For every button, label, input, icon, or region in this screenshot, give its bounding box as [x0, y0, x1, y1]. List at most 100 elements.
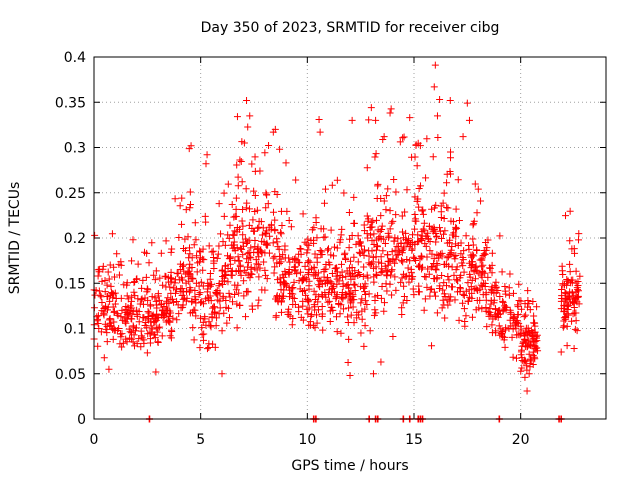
data-point — [382, 266, 390, 274]
x-tick-label: 20 — [512, 432, 530, 448]
data-point — [224, 180, 232, 188]
data-point — [363, 164, 371, 172]
data-point — [357, 299, 365, 307]
data-point — [111, 289, 119, 297]
data-point — [237, 158, 245, 166]
data-point — [237, 271, 245, 279]
data-point — [198, 331, 206, 339]
data-point — [173, 298, 181, 306]
data-point — [127, 329, 135, 337]
data-point — [356, 270, 364, 278]
data-point — [389, 255, 397, 263]
data-point — [560, 317, 568, 325]
data-point — [272, 313, 280, 321]
data-point — [216, 304, 224, 312]
data-point — [217, 230, 225, 238]
data-point — [300, 275, 308, 283]
data-point — [377, 294, 385, 302]
data-point — [96, 291, 104, 299]
data-point — [452, 252, 460, 260]
data-point — [167, 248, 175, 256]
data-point — [433, 274, 441, 282]
data-point — [523, 343, 531, 351]
data-point — [382, 206, 390, 214]
data-point — [135, 318, 143, 326]
data-point — [282, 159, 290, 167]
data-point — [512, 354, 520, 362]
data-point — [411, 211, 419, 219]
data-point — [559, 281, 567, 289]
data-point — [360, 221, 368, 229]
data-point — [477, 281, 485, 289]
data-point — [382, 192, 390, 200]
data-point — [103, 329, 111, 337]
data-point — [222, 270, 230, 278]
data-point — [377, 253, 385, 261]
data-point — [363, 271, 371, 279]
data-point — [350, 253, 358, 261]
data-point — [396, 138, 404, 146]
data-point — [566, 260, 574, 268]
data-point — [159, 281, 167, 289]
data-point — [269, 239, 277, 247]
data-point — [563, 275, 571, 283]
data-point — [364, 274, 372, 282]
data-point — [233, 300, 241, 308]
data-point — [370, 230, 378, 238]
data-point — [563, 300, 571, 308]
data-point — [186, 284, 194, 292]
data-point — [247, 254, 255, 262]
data-point — [219, 238, 227, 246]
data-point — [400, 234, 408, 242]
data-point — [391, 234, 399, 242]
data-point — [91, 231, 99, 239]
data-point — [94, 320, 102, 328]
data-point — [260, 258, 268, 266]
data-point — [278, 221, 286, 229]
data-point — [372, 150, 380, 158]
data-point — [464, 297, 472, 305]
data-point — [426, 286, 434, 294]
data-point — [186, 250, 194, 258]
data-point — [422, 174, 430, 182]
data-point — [271, 226, 279, 234]
data-point — [531, 322, 539, 330]
data-point — [239, 231, 247, 239]
data-point — [242, 313, 250, 321]
data-point — [176, 265, 184, 273]
data-point — [456, 285, 464, 293]
data-point — [572, 317, 580, 325]
data-point — [488, 329, 496, 337]
data-point — [320, 225, 328, 233]
data-point — [338, 288, 346, 296]
data-point — [109, 335, 117, 343]
data-point — [495, 322, 503, 330]
data-point — [318, 302, 326, 310]
data-point — [271, 263, 279, 271]
data-point — [244, 249, 252, 257]
data-point — [452, 232, 460, 240]
data-point — [305, 282, 313, 290]
data-point — [162, 307, 170, 315]
data-point — [94, 272, 102, 280]
data-point — [564, 305, 572, 313]
data-point — [444, 204, 452, 212]
data-point — [412, 141, 420, 149]
data-point — [414, 231, 422, 239]
data-point — [108, 230, 116, 238]
data-point — [287, 223, 295, 231]
data-point — [138, 295, 146, 303]
data-point — [238, 217, 246, 225]
data-point — [347, 257, 355, 265]
data-point — [373, 242, 381, 250]
data-point — [384, 185, 392, 193]
data-point — [440, 279, 448, 287]
data-point — [162, 318, 170, 326]
data-point — [142, 273, 150, 281]
data-point — [470, 217, 478, 225]
data-point — [277, 258, 285, 266]
data-point — [388, 267, 396, 275]
data-point — [340, 189, 348, 197]
data-point — [438, 235, 446, 243]
data-point — [321, 185, 329, 193]
